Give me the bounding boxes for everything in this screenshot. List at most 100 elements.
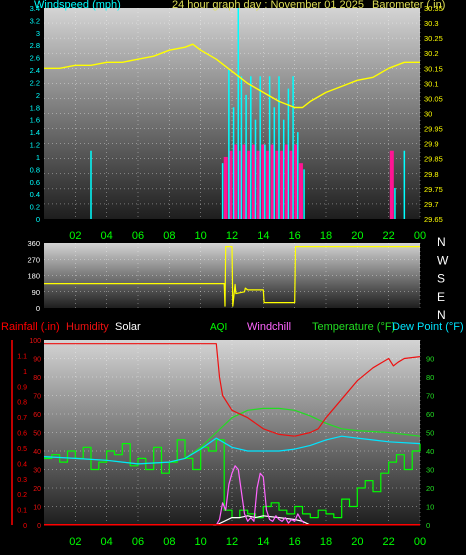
- rainfall-tick-label: 0.7: [17, 415, 27, 422]
- humidity-series-line: [44, 343, 421, 437]
- temperature-humidity-grid: [44, 340, 421, 525]
- windspeed-tick-label: 0: [36, 215, 40, 224]
- humidity-tick-label: 10: [33, 505, 41, 512]
- temperature-tick-label: 20: [426, 484, 434, 493]
- time-tick-label: 18: [320, 230, 332, 242]
- wind-direction-tick-label: 180: [27, 272, 40, 281]
- compass-letter: N: [437, 308, 446, 322]
- legend-entry: Solar: [115, 321, 141, 333]
- rainfall-tick-label: 1: [23, 369, 27, 376]
- temperature-tick-label: 80: [426, 373, 434, 382]
- time-axis-ticks-top: 02 04 06 08 10 12 14 16 18 20 22 00: [69, 230, 426, 242]
- barometer-tick-label: 29.7: [424, 200, 439, 209]
- wind-direction-degree-ticks: 360 270 180 90 0: [27, 239, 40, 313]
- gust-bar: [237, 150, 242, 219]
- wind-direction-tick-label: 0: [36, 304, 40, 313]
- humidity-tick-label: 50: [33, 431, 41, 438]
- windspeed-tick-label: 0.4: [30, 190, 40, 199]
- rainfall-tick-label: 0.5: [17, 446, 27, 453]
- time-tick-label: 16: [289, 230, 301, 242]
- rainfall-tick-label: 0.4: [17, 461, 27, 468]
- barometer-tick-label: 29.85: [424, 155, 443, 164]
- gust-bar: [228, 150, 233, 219]
- compass-letter: E: [437, 290, 445, 304]
- barometer-tick-label: 29.75: [424, 185, 443, 194]
- legend-entry: Rainfall (.in): [1, 321, 60, 333]
- temperature-humidity-panel: 0 0.1 0.2 0.3 0.4 0.5 0.6 0.7 0.8 0.9 1 1.1 0 10 20 30…: [1, 321, 464, 548]
- wind-direction-line: [44, 246, 420, 307]
- humidity-tick-label: 80: [33, 375, 41, 382]
- time-tick-label: 16: [289, 536, 301, 548]
- humidity-tick-label: 70: [33, 394, 41, 401]
- windspeed-tick-label: 3.2: [30, 16, 40, 25]
- windspeed-tick-label: 1: [36, 153, 40, 162]
- barometer-line: [44, 43, 420, 109]
- windspeed-tick-label: 2: [36, 91, 40, 100]
- rainfall-tick-label: 0.9: [17, 384, 27, 391]
- windspeed-tick-label: 1.2: [30, 141, 40, 150]
- wind-barometer-panel: 0 0.2 0.4 0.6 0.8 1 1.2 1.4 1.6 1.8 2 2.2 2.4 2.6 2.8 3…: [30, 0, 446, 242]
- temperature-tick-label: 30: [426, 466, 434, 475]
- rainfall-tick-label: 0.6: [17, 431, 27, 438]
- gust-bar: [298, 163, 303, 219]
- wind-direction-tick-label: 270: [27, 255, 40, 264]
- gust-bar: [223, 156, 228, 219]
- windspeed-tick-label: 2.2: [30, 78, 40, 87]
- windspeed-tick-label: 1.6: [30, 116, 40, 125]
- time-tick-label: 04: [101, 536, 113, 548]
- time-tick-label: 08: [163, 230, 175, 242]
- temperature-tick-label: 50: [426, 429, 434, 438]
- temperature-tick-label: 60: [426, 410, 434, 419]
- time-tick-label: 00: [414, 536, 426, 548]
- windspeed-tick-label: 0.8: [30, 165, 40, 174]
- time-tick-label: 20: [351, 230, 363, 242]
- gust-bar: [266, 150, 271, 219]
- gust-bar: [261, 144, 266, 219]
- humidity-tick-label: 30: [33, 468, 41, 475]
- gust-bar: [247, 150, 252, 219]
- rainfall-tick-label: 0.3: [17, 477, 27, 484]
- legend-entry: Temperature (°F): [312, 321, 395, 333]
- solar-series-line: [213, 515, 311, 526]
- gust-bar: [233, 144, 238, 219]
- gust-bar: [251, 144, 256, 219]
- windspeed-tick-label: 2.8: [30, 41, 40, 50]
- windchill-series-line: [215, 465, 305, 526]
- wind-direction-tick-label: 360: [27, 239, 40, 248]
- gust-bar: [242, 144, 247, 219]
- time-tick-label: 08: [163, 536, 175, 548]
- time-tick-label: 10: [195, 536, 207, 548]
- barometer-tick-label: 30: [424, 110, 432, 119]
- time-tick-label: 06: [132, 536, 144, 548]
- time-tick-label: 06: [132, 230, 144, 242]
- legend-entry: Humidity: [66, 321, 109, 333]
- temperature-tick-label: 10: [426, 503, 434, 512]
- temperature-humidity-lines: [43, 343, 421, 526]
- compass-letter: S: [437, 272, 445, 286]
- gust-bar: [289, 150, 294, 219]
- time-tick-label: 02: [69, 536, 81, 548]
- legend-entry: AQI: [210, 322, 227, 333]
- time-tick-label: 18: [320, 536, 332, 548]
- barometer-tick-label: 30.05: [424, 94, 443, 103]
- humidity-tick-label: 60: [33, 412, 41, 419]
- gust-bar: [270, 144, 275, 219]
- wind-direction-tick-label: 90: [32, 288, 40, 297]
- time-axis-ticks-bottom: 02 04 06 08 10 12 14 16 18 20 22 00: [69, 536, 426, 548]
- humidity-tick-label: 0: [37, 523, 41, 530]
- time-tick-label: 22: [383, 536, 395, 548]
- barometer-tick-label: 29.9: [424, 140, 439, 149]
- legend-entry: Windchill: [247, 321, 291, 333]
- barometer-tick-label: 30.25: [424, 34, 443, 43]
- barometer-tick-label: 30.35: [424, 4, 443, 13]
- time-tick-label: 12: [226, 230, 238, 242]
- windspeed-bars: [90, 8, 406, 219]
- temperature-tick-label: 70: [426, 392, 434, 401]
- barometer-axis-ticks: 29.65 29.7 29.75 29.8 29.85 29.9 29.95 30 30.05 3…: [424, 4, 443, 224]
- compass-letter: N: [437, 235, 446, 249]
- windspeed-tick-label: 1.8: [30, 103, 40, 112]
- windspeed-axis-label: Windspeed (mph): [34, 0, 121, 11]
